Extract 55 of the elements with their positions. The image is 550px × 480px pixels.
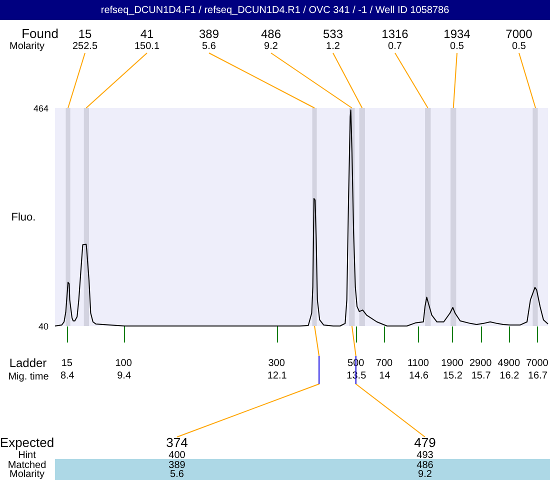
text: 4900 xyxy=(498,358,520,369)
annotation: 374 xyxy=(166,435,188,450)
x-tick-label: 16.7 xyxy=(528,370,548,382)
text: 5.6 xyxy=(170,469,184,480)
annotation: 479 xyxy=(414,435,436,450)
band-label: 389 xyxy=(198,27,220,41)
band-label: 486 xyxy=(260,27,282,41)
y-tick-label: 40 xyxy=(38,322,48,332)
text: Found xyxy=(22,26,58,41)
y-axis-title: Fluo. xyxy=(11,212,36,224)
text: 2900 xyxy=(469,358,492,369)
text: 100 xyxy=(115,358,132,369)
annotation: 0.5 xyxy=(450,41,464,52)
text: 15 xyxy=(61,358,73,369)
band-label: 1934 xyxy=(444,27,471,41)
text: Molarity xyxy=(9,41,45,52)
x-tick-label: 16.2 xyxy=(500,370,520,382)
band-label: 533 xyxy=(322,27,344,41)
y-tick-label: 464 xyxy=(33,104,48,114)
x-tick-label: 12.1 xyxy=(267,370,288,382)
annotation: 5.6 xyxy=(202,41,216,52)
x-tick-label: 9.4 xyxy=(117,370,132,382)
x-tick-label: 15.2 xyxy=(443,370,463,382)
text: Expected xyxy=(0,435,54,450)
x-tick-label: 14.6 xyxy=(409,370,429,382)
text: 300 xyxy=(268,358,286,369)
text: Matched xyxy=(8,460,46,471)
text: 9.2 xyxy=(418,469,432,480)
annotation: 252.5 xyxy=(72,41,98,52)
x-tick-label: 15.7 xyxy=(471,370,492,382)
text: Hint xyxy=(18,450,36,461)
band-label: 1316 xyxy=(382,27,409,41)
text: 493 xyxy=(416,450,434,461)
annotation: 150.1 xyxy=(134,41,160,52)
text: Molarity xyxy=(9,469,45,480)
text: 486 xyxy=(416,460,434,471)
band-label: 15 xyxy=(78,27,92,41)
annotation: 0.5 xyxy=(512,41,526,52)
x-axis-title: Mig. time xyxy=(8,372,50,382)
text: 7000 xyxy=(526,358,549,369)
text: 389 xyxy=(168,460,186,471)
chart-title: refseq_DCUN1D4.F1 / refseq_DCUN1D4.R1 / OVC 341 / -1 / Well ID 1058786 xyxy=(100,5,450,16)
band-label: 41 xyxy=(140,27,154,41)
annotation: 9.2 xyxy=(264,41,278,52)
text: 400 xyxy=(168,450,186,461)
x-tick-label: 14 xyxy=(379,370,391,382)
x-tick-label: 8.4 xyxy=(60,370,75,382)
annotation: 0.7 xyxy=(388,41,402,52)
text: 700 xyxy=(376,358,394,369)
band-label: 7000 xyxy=(506,27,533,41)
annotation: 1.2 xyxy=(326,41,340,52)
text: Ladder xyxy=(9,356,47,370)
text: 1100 xyxy=(407,358,430,369)
text: 1900 xyxy=(441,358,464,369)
line-series xyxy=(54,110,548,326)
